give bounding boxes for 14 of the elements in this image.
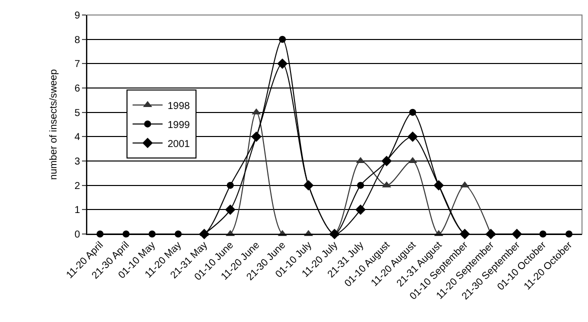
y-tick-label: 0 — [74, 230, 80, 240]
legend-label: 1999 — [168, 120, 190, 131]
y-tick-label: 9 — [74, 10, 80, 22]
y-axis-title: number of insects/sweep — [48, 68, 60, 180]
y-tick-label: 2 — [74, 180, 80, 192]
y-tick-label: 1 — [74, 205, 80, 216]
y-tick-label: 6 — [74, 84, 80, 94]
y-tick-label: 8 — [74, 34, 80, 46]
y-tick-label: 7 — [74, 59, 80, 70]
legend-label: 2001 — [168, 138, 190, 150]
y-tick-label: 3 — [74, 156, 80, 168]
y-tick-label: 5 — [74, 108, 80, 119]
y-tick-label: 4 — [74, 132, 80, 144]
legend-label: 1998 — [168, 100, 190, 112]
